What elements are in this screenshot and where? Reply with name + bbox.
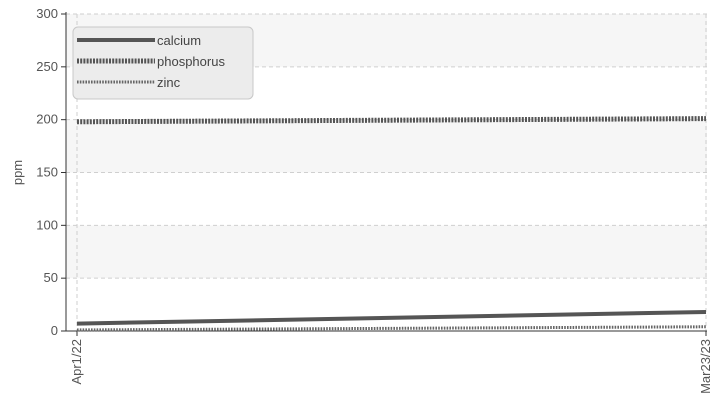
y-tick-labels: 0 50 100 150 200 250 300 [36,6,58,338]
x-tick-labels: Apr1/22 Mar23/23 [69,339,713,394]
y-axis-title: ppm [10,160,25,185]
y-tick-label: 100 [36,217,58,232]
axes [61,12,707,336]
background-band [66,225,707,279]
series-line-phosphorus [76,116,707,125]
x-tick-label: Mar23/23 [698,339,713,394]
legend-box [72,26,254,100]
series-line-calcium [76,309,707,326]
legend-label-zinc[interactable]: zinc [157,75,181,90]
y-tick-label: 300 [36,6,58,21]
background-band [66,119,707,173]
legend-label-calcium[interactable]: calcium [157,33,201,48]
background-band [66,172,707,226]
legend[interactable]: calcium phosphorus zinc [72,26,254,100]
legend-label-phosphorus[interactable]: phosphorus [157,54,225,69]
y-tick-label: 50 [44,270,58,285]
y-tick-label: 0 [51,323,58,338]
x-tick-label: Apr1/22 [69,339,84,385]
y-tick-label: 150 [36,165,58,180]
series-line-zinc [76,325,707,332]
y-tick-label: 250 [36,59,58,74]
series-lines [76,116,707,332]
y-tick-label: 200 [36,112,58,127]
